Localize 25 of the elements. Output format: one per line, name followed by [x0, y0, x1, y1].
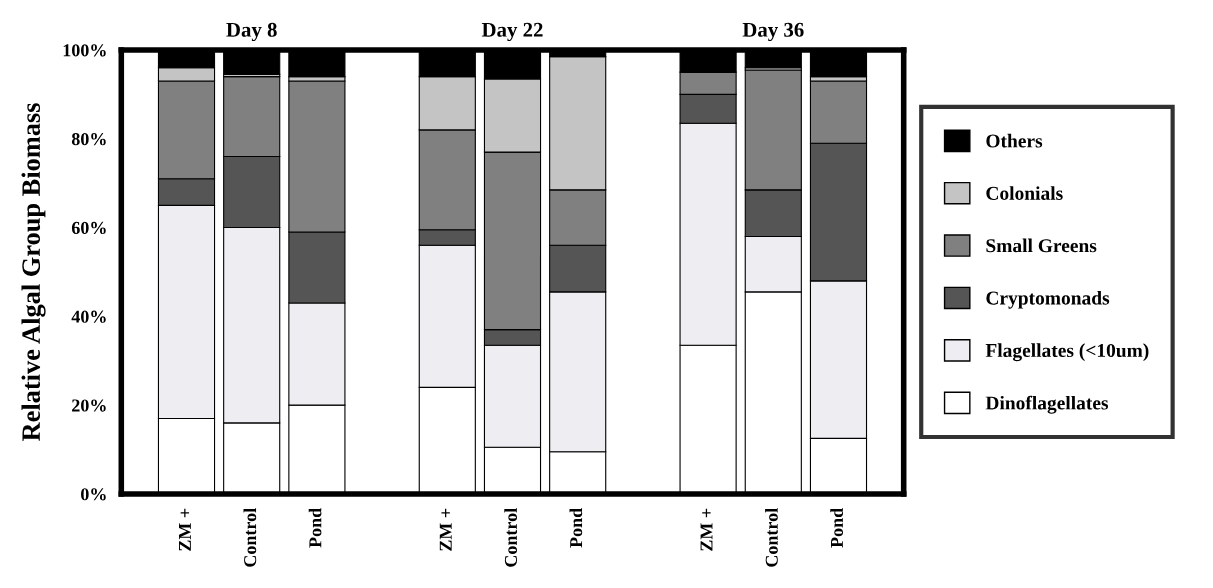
- x-tick-label: Control: [504, 508, 518, 567]
- x-tick-label: Pond: [569, 508, 583, 548]
- text: Day 8: [226, 22, 277, 42]
- legend-label: Flagellates (<10um): [985, 343, 1149, 362]
- y-tick-label: 20%: [72, 399, 106, 412]
- y-tick-label: 100%: [63, 44, 106, 57]
- x-tick-label: ZM +: [179, 508, 191, 551]
- y-axis-title: Relative Algal Group Biomass: [21, 103, 46, 441]
- x-tick-label: Pond: [830, 508, 844, 548]
- legend-label: Dinoflagellates: [985, 395, 1109, 414]
- x-tick-label: ZM +: [439, 508, 452, 551]
- text: Day 22: [481, 22, 543, 42]
- x-tick-label: Control: [765, 508, 778, 567]
- legend-label: Small Greens: [986, 238, 1097, 253]
- legend-label: Cryptomonads: [986, 290, 1110, 309]
- y-tick-label: 60%: [71, 221, 106, 235]
- y-tick-label: 0%: [81, 488, 106, 501]
- legend-label: Others: [986, 133, 1043, 148]
- x-tick-label: Control: [243, 508, 257, 567]
- y-tick-label: 40%: [71, 310, 106, 323]
- x-tick-label: Pond: [308, 508, 322, 548]
- x-tick-label: ZM +: [700, 508, 713, 551]
- text: Day 36: [742, 22, 804, 42]
- y-tick-label: 80%: [71, 133, 106, 146]
- legend-label: Colonials: [986, 186, 1063, 200]
